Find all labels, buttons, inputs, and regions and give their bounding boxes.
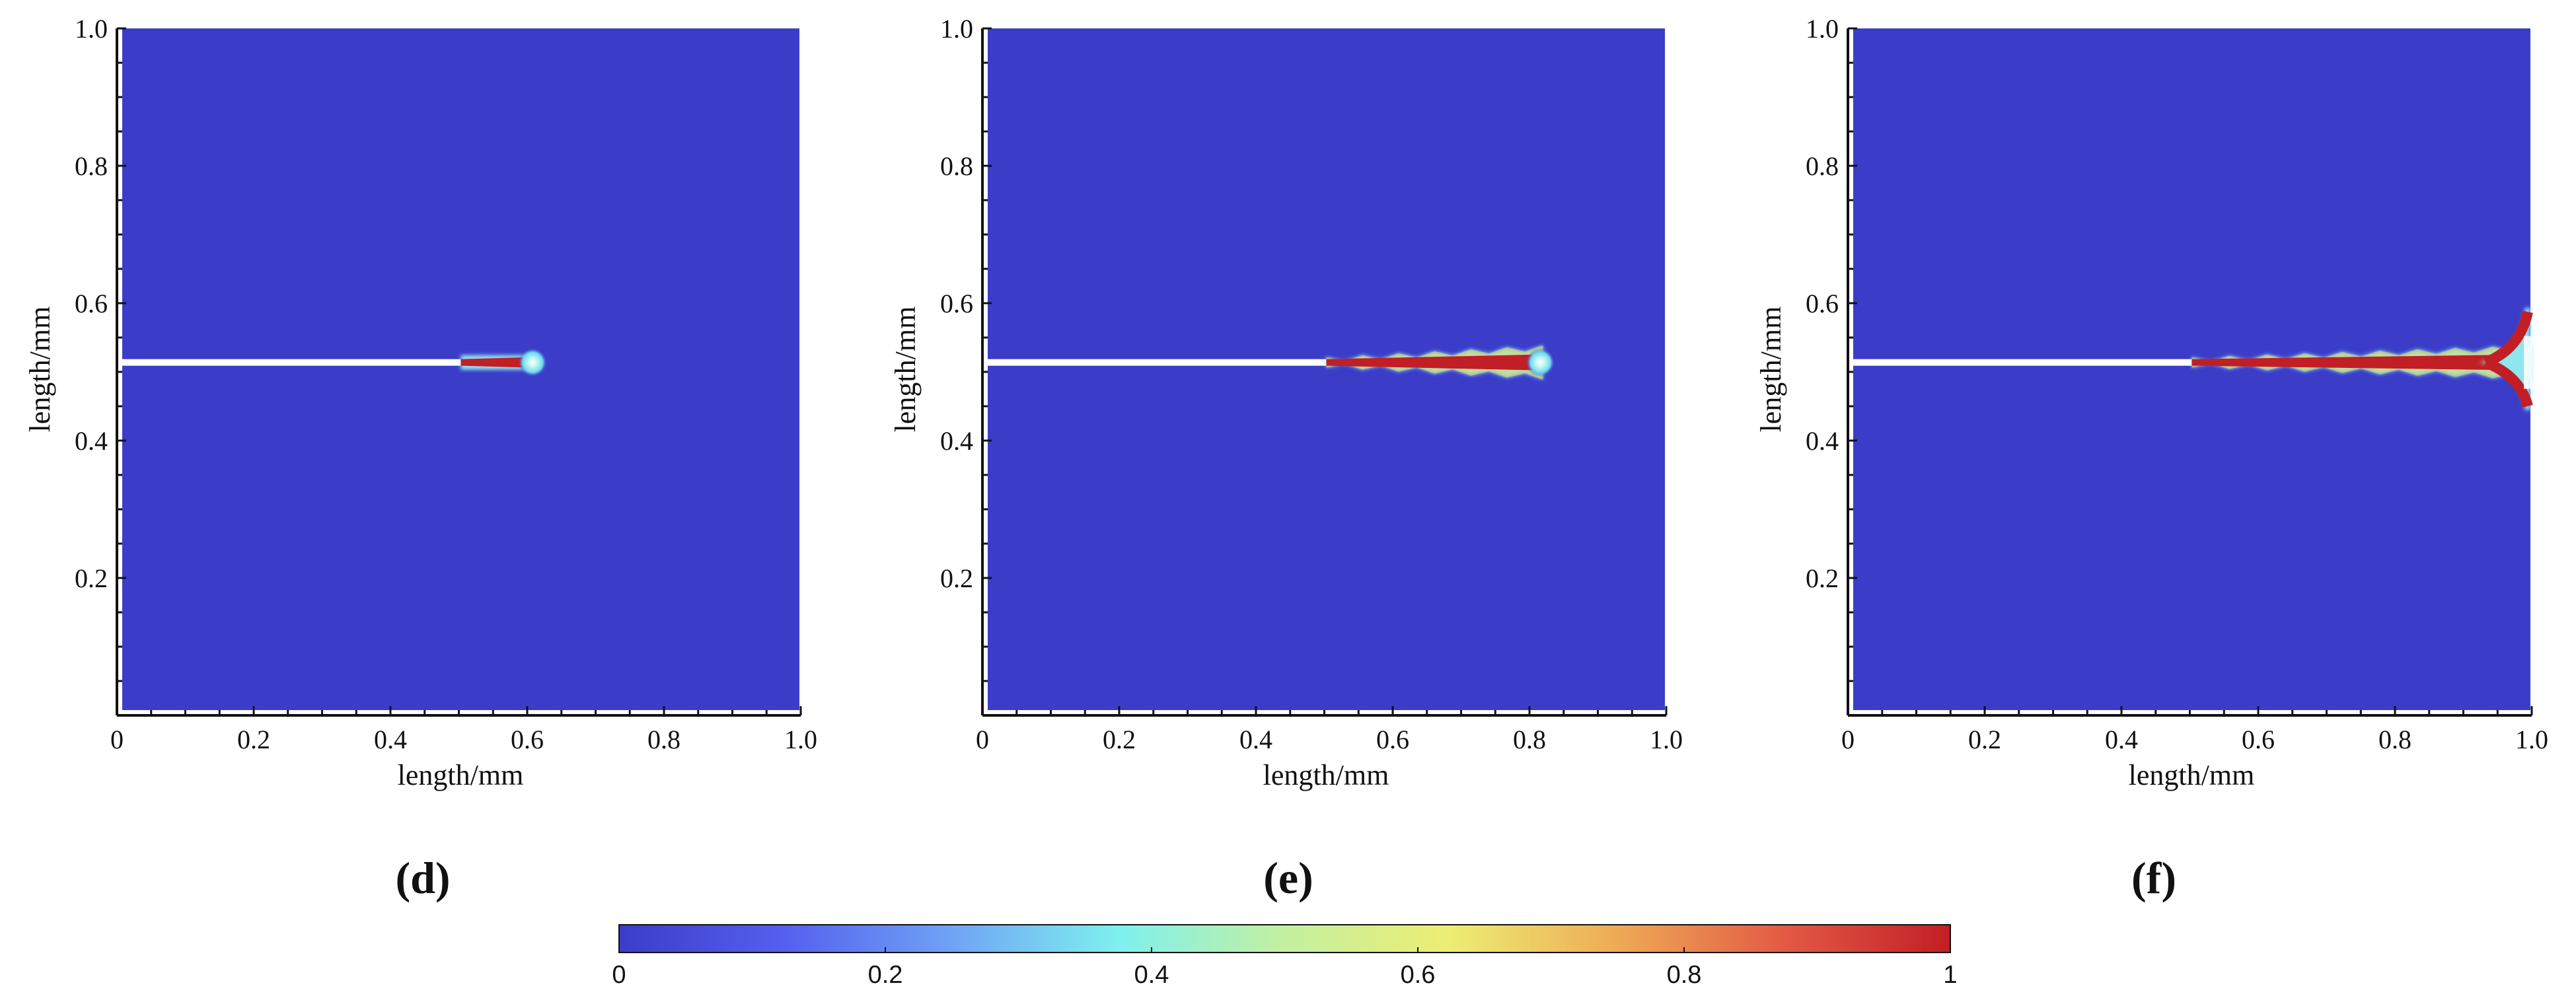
panel-f-initial-crack (1853, 359, 2192, 366)
panel-e-xtick-label: 1.0 (1650, 725, 1683, 754)
panel-e: 0 0.2 0.4 0.6 0.8 1.0 0.2 0.4 0.6 0.8 1.0 length/… (889, 14, 1683, 903)
colorbar-tick-label: 0.4 (1134, 961, 1169, 989)
colorbar-ticks: 0 0.2 0.4 0.6 0.8 1 (612, 947, 1958, 989)
panel-f: 0 0.2 0.4 0.6 0.8 1.0 0.2 0.4 0.6 0.8 1.0 length/… (1755, 14, 2548, 903)
panel-d-ytick-label: 0.6 (75, 289, 108, 318)
panel-e-damage (988, 345, 1555, 380)
panel-f-damage (1853, 308, 2533, 410)
panel-d-damage-core (460, 357, 532, 368)
panel-e-initial-crack (988, 359, 1327, 366)
panel-d-xtick-label: 0.4 (374, 725, 407, 754)
panel-d-xtick-label: 1.0 (784, 725, 817, 754)
colorbar-bar (618, 924, 1951, 953)
panel-d: 0 0.2 0.4 0.6 0.8 1.0 0.2 0.4 0.6 0.8 1.0 length/… (24, 14, 817, 903)
panel-f-xtick-label: 0 (1841, 725, 1855, 754)
colorbar-tick-label: 0.8 (1667, 961, 1702, 989)
panel-f-xlabel: length/mm (2129, 759, 2255, 791)
panel-e-xtick-label: 0.2 (1103, 725, 1136, 754)
colorbar-tick-label: 0.6 (1401, 961, 1436, 989)
panel-f-ytick-label: 0.6 (1806, 289, 1839, 318)
panel-f-xtick-label: 0.8 (2378, 725, 2411, 754)
panel-f-xtick-label: 0.4 (2105, 725, 2138, 754)
panel-f-ytick-label: 1.0 (1806, 14, 1839, 44)
panel-f-xticks: 0 0.2 0.4 0.6 0.8 1.0 (1841, 706, 2548, 754)
panel-d-ylabel: length/mm (24, 306, 56, 433)
panel-d-ytick-label: 0.4 (75, 426, 108, 456)
panel-e-panel-label: (e) (1263, 853, 1313, 903)
panel-e-ylabel: length/mm (889, 306, 922, 433)
panel-e-xtick-label: 0 (976, 725, 989, 754)
panel-e-field (988, 28, 1665, 710)
colorbar-tick-label: 0 (612, 961, 626, 989)
panel-d-ytick-label: 0.8 (75, 151, 108, 181)
panel-f-ytick-label: 0.2 (1806, 563, 1839, 593)
panel-f-panel-label: (f) (2131, 853, 2176, 903)
panel-d-ytick-label: 0.2 (75, 563, 108, 593)
panel-e-xtick-label: 0.8 (1513, 725, 1546, 754)
panel-d-crack-tip (518, 347, 548, 377)
panel-e-ytick-label: 0.6 (940, 289, 973, 318)
panel-e-ytick-label: 1.0 (940, 14, 973, 44)
panel-d-xlabel: length/mm (398, 759, 524, 791)
panel-d-xticks: 0 0.2 0.4 0.6 0.8 1.0 (110, 706, 817, 754)
panel-e-xtick-label: 0.6 (1376, 725, 1409, 754)
panel-d-ytick-label: 1.0 (75, 14, 108, 44)
panel-e-crack-tip (1526, 347, 1555, 377)
panel-d-xtick-label: 0 (110, 725, 124, 754)
panel-d-xtick-label: 0.2 (237, 725, 270, 754)
panel-e-ytick-label: 0.8 (940, 151, 973, 181)
colorbar-tick-label: 1 (1943, 961, 1957, 989)
panel-d-panel-label: (d) (395, 853, 450, 903)
panel-f-ytick-label: 0.4 (1806, 426, 1839, 456)
panel-f-branch-lower (2483, 357, 2533, 408)
panel-f-xtick-label: 0.6 (2242, 725, 2275, 754)
panel-f-ylabel: length/mm (1755, 306, 1787, 433)
panel-f-xtick-label: 0.2 (1968, 725, 2001, 754)
panel-d-damage (122, 347, 548, 377)
panel-e-xlabel: length/mm (1263, 759, 1389, 791)
panel-d-xtick-label: 0.8 (647, 725, 681, 754)
panel-e-ytick-label: 0.4 (940, 426, 973, 456)
panel-f-branch-upper (2483, 310, 2533, 368)
colorbar: 0 0.2 0.4 0.6 0.8 1 (612, 924, 1958, 989)
panel-e-xticks: 0 0.2 0.4 0.6 0.8 1.0 (976, 706, 1683, 754)
panel-e-ytick-label: 0.2 (940, 563, 973, 593)
panel-e-yticks: 0.2 0.4 0.6 0.8 1.0 (940, 14, 992, 682)
panel-f-branch-notch (2524, 336, 2532, 389)
panel-e-xtick-label: 0.4 (1239, 725, 1272, 754)
colorbar-tick-label: 0.2 (868, 961, 903, 989)
panel-d-initial-crack (122, 359, 461, 366)
panel-f-xtick-label: 1.0 (2515, 725, 2548, 754)
panel-f-ytick-label: 0.8 (1806, 151, 1839, 181)
panel-d-xtick-label: 0.6 (511, 725, 544, 754)
panel-f-damage-core (2191, 354, 2526, 371)
panel-f-yticks: 0.2 0.4 0.6 0.8 1.0 (1806, 14, 1857, 682)
panel-d-yticks: 0.2 0.4 0.6 0.8 1.0 (75, 14, 126, 682)
panel-e-damage-core (1326, 354, 1539, 371)
